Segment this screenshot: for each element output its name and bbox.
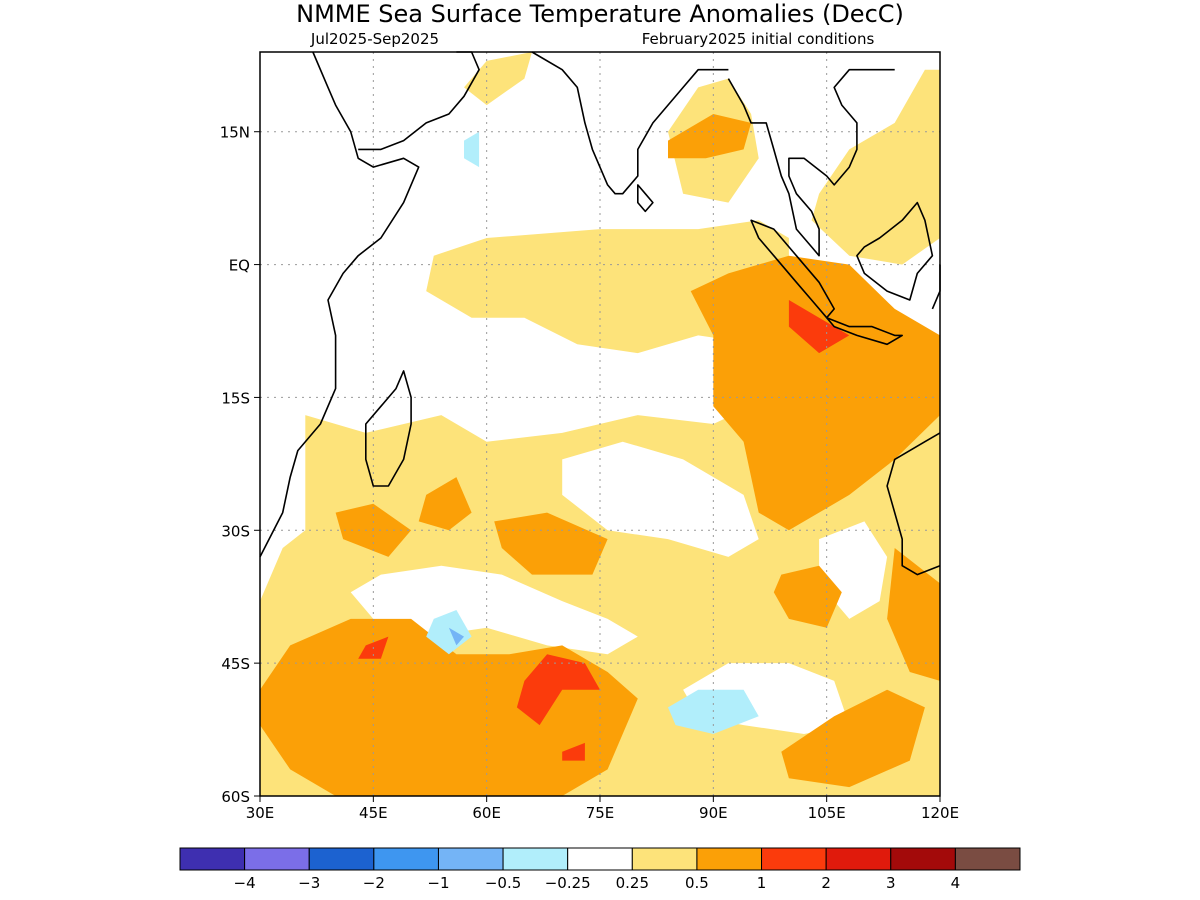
chart-subtitle-left: Jul2025-Sep2025	[310, 30, 439, 48]
anomaly-region-2	[426, 220, 789, 354]
anomaly-region-19	[516, 654, 600, 726]
anomaly-region-25	[464, 131, 480, 168]
colorbar-swatch-7	[567, 847, 633, 871]
anomaly-region-17	[781, 689, 925, 788]
colorbar-label: 3	[886, 874, 896, 892]
coastline-india	[531, 51, 729, 195]
y-tick-label: 15S	[221, 389, 250, 407]
colorbar-swatch-11	[825, 847, 892, 871]
colorbar-label: 2	[821, 874, 831, 892]
chart-title: NMME Sea Surface Temperature Anomalies (…	[296, 0, 904, 28]
colorbar-swatch-2	[244, 847, 310, 871]
anomaly-region-22	[562, 742, 585, 761]
plot-area	[259, 51, 941, 797]
colorbar-label: −2	[363, 874, 385, 892]
anomaly-region-26	[448, 627, 464, 646]
coastline-madagascar	[365, 370, 412, 487]
colorbar-swatch-12	[890, 847, 956, 871]
coastline-borneo	[856, 201, 934, 301]
anomaly-region-5	[464, 52, 532, 106]
anomaly-region-7	[562, 441, 759, 557]
coastlines	[259, 51, 941, 576]
anomaly-region-18	[668, 114, 752, 159]
colorbar-label: 0.5	[685, 874, 709, 892]
colorbar-label: −1	[427, 874, 449, 892]
y-tick-label: 60S	[221, 788, 250, 806]
x-tick-label: 120E	[921, 804, 959, 822]
anomaly-region-13	[494, 512, 608, 575]
y-tick-label: 45S	[221, 655, 250, 673]
colorbar-swatch-3	[308, 847, 375, 871]
colorbar-label: −3	[298, 874, 320, 892]
x-tick-label: 45E	[359, 804, 388, 822]
colorbar-swatch-4	[373, 847, 439, 871]
x-tick-label: 60E	[472, 804, 501, 822]
colorbar-swatch-8	[631, 847, 698, 871]
coastline-southeast-asia	[727, 68, 895, 257]
coastline-australia	[886, 432, 941, 576]
colorbar-swatch-10	[761, 847, 827, 871]
anomaly-regions	[260, 52, 940, 796]
colorbar-label: −0.5	[485, 874, 521, 892]
anomaly-region-23	[426, 610, 472, 655]
colorbar-label: 0.25	[616, 874, 649, 892]
coastline-java	[825, 316, 903, 346]
x-tick-label: 75E	[586, 804, 615, 822]
grid-lines	[260, 52, 940, 796]
coastline-sri-lanka	[637, 184, 654, 213]
x-axis: 30E 45E 60E 75E 90E 105E 120E	[246, 796, 959, 822]
coastline-africa-arabia	[259, 51, 420, 558]
anomaly-region-20	[788, 300, 850, 354]
colorbar-swatch-1	[179, 847, 246, 871]
y-tick-label: EQ	[229, 257, 250, 275]
colorbar-swatch-13	[954, 847, 1021, 871]
x-tick-label: 90E	[699, 804, 728, 822]
x-tick-label: 105E	[808, 804, 846, 822]
coastline-arabia	[358, 51, 480, 151]
colorbar-label: 4	[951, 874, 961, 892]
y-axis: 15N EQ 15S 30S 45S 60S	[220, 124, 260, 806]
colorbar-label: 1	[757, 874, 767, 892]
colorbar-label: −4	[234, 874, 256, 892]
y-tick-label: 30S	[221, 522, 250, 540]
anomaly-region-15	[773, 565, 842, 628]
colorbar-swatch-5	[437, 847, 504, 871]
anomaly-region-12	[418, 477, 472, 531]
colorbar-swatch-9	[696, 847, 763, 871]
chart-subtitle-right: February2025 initial conditions	[642, 30, 875, 48]
colorbar-swatch-6	[502, 847, 569, 871]
y-tick-label: 15N	[220, 124, 250, 142]
colorbar: −4 −3 −2 −1 −0.5 −0.25 0.25 0.5 1 2 3 4	[179, 847, 1021, 892]
anomaly-region-4	[811, 69, 940, 265]
anomaly-region-10	[690, 255, 940, 531]
anomaly-region-16	[887, 548, 940, 681]
colorbar-label: −0.25	[545, 874, 591, 892]
x-tick-label: 30E	[246, 804, 275, 822]
